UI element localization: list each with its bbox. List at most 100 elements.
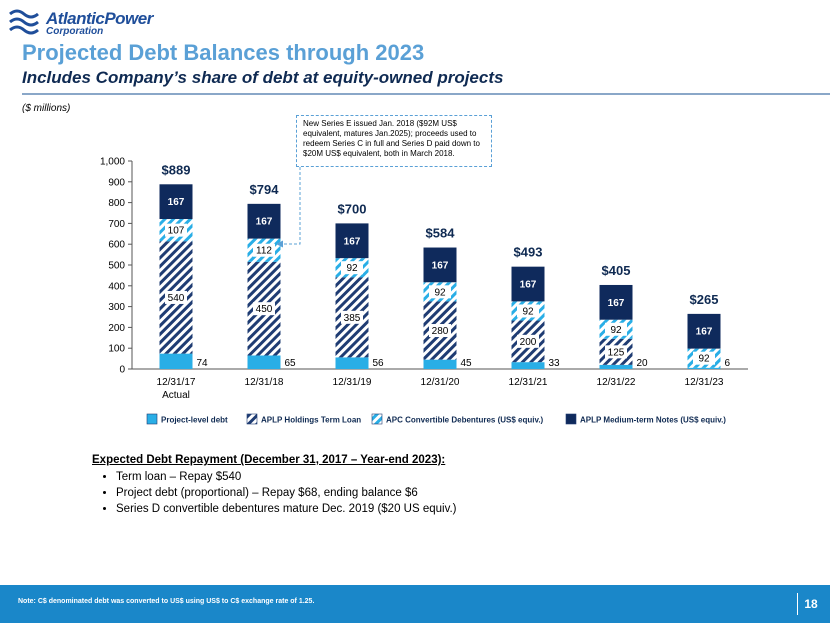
x-tick-label: 12/31/20 <box>421 377 460 388</box>
y-tick-label: 400 <box>108 281 125 292</box>
bar-label-bg <box>429 285 451 299</box>
bar-label-bg <box>517 304 539 318</box>
bar-segment <box>159 184 193 220</box>
bar-value-label: 92 <box>346 263 358 274</box>
y-tick-label: 100 <box>108 344 125 355</box>
bar-value-label: 167 <box>256 217 273 228</box>
debt-balance-chart: 0 100 200 300 400 500 600 700 800 900 1,000 74 540 1… <box>100 157 748 425</box>
y-tick-label: 800 <box>108 198 125 209</box>
bar-value-label: 112 <box>256 246 272 257</box>
bar-total-label: $584 <box>426 226 456 241</box>
y-tick-label: 300 <box>108 302 125 313</box>
legend-label: APLP Medium-term Notes (US$ equiv.) <box>580 416 726 425</box>
bar-value-label: 92 <box>522 306 534 317</box>
bar-label-bg <box>341 310 363 324</box>
page-subtitle: Includes Company’s share of debt at equi… <box>22 68 504 87</box>
bar-total-label: $700 <box>338 201 367 216</box>
bar-segment <box>511 362 545 369</box>
y-tick-label: 500 <box>108 261 125 272</box>
bar-total-label: $889 <box>162 162 191 177</box>
legend-swatch <box>246 413 258 425</box>
legend-label: Project-level debt <box>161 416 228 425</box>
y-tick-label: 200 <box>108 323 125 334</box>
bar-value-label: 65 <box>285 358 297 369</box>
series-e-callout: New Series E issued Jan. 2018 ($92M US$ … <box>296 115 492 167</box>
bar-value-label: 167 <box>608 298 625 309</box>
y-tick-label: 700 <box>108 219 125 230</box>
bar-label-bg <box>165 290 187 304</box>
bar-label-bg <box>517 334 539 348</box>
legend-label: APC Convertible Debentures (US$ equiv.) <box>386 416 544 425</box>
repayment-list: Term loan – Repay $540 Project debt (pro… <box>92 471 692 515</box>
bar-segment <box>687 367 721 369</box>
y-tick-label: 1,000 <box>100 157 125 168</box>
x-tick-label: 12/31/17 <box>157 377 196 388</box>
page-title: Projected Debt Balances through 2023 <box>22 40 425 65</box>
bar-value-label: 167 <box>696 327 713 338</box>
bar-segment <box>687 313 721 349</box>
bar-segment <box>247 355 281 369</box>
repayment-section: Expected Debt Repayment (December 31, 20… <box>92 454 692 519</box>
callout-connector <box>282 167 301 245</box>
bar-value-label: 6 <box>725 358 731 369</box>
logo-text-line2: Corporation <box>46 26 104 37</box>
x-tick-label: 12/31/18 <box>245 377 284 388</box>
bar-value-label: 92 <box>434 287 446 298</box>
bar-value-label: 167 <box>432 260 449 271</box>
bar-segment <box>247 203 281 239</box>
bar-label-bg <box>429 324 451 338</box>
logo-text-line1: AtlanticPower <box>46 9 153 28</box>
bar-segment <box>335 357 369 369</box>
legend-swatch <box>371 413 383 425</box>
bar-label-bg <box>693 351 715 365</box>
units-label: ($ millions) <box>22 103 71 114</box>
x-tick-label: 12/31/23 <box>685 377 724 388</box>
bar-value-label: 92 <box>698 354 710 365</box>
bar-total-label: $265 <box>690 292 719 307</box>
bar-label-bg <box>165 223 187 237</box>
bar-value-label: 450 <box>256 304 273 315</box>
company-logo: AtlanticPower Corporation <box>8 6 168 38</box>
bar-label-bg <box>253 243 275 257</box>
bar-label-bg <box>605 345 627 359</box>
bar-value-label: 45 <box>461 358 473 369</box>
bar-value-label: 92 <box>610 325 622 336</box>
bar-total-label: $794 <box>250 182 280 197</box>
bar-value-label: 167 <box>168 197 185 208</box>
repayment-item: Project debt (proportional) – Repay $68,… <box>116 487 692 499</box>
footer-bar: Note: C$ denominated debt was converted … <box>0 585 830 623</box>
bar-value-label: 107 <box>168 226 185 237</box>
repayment-item: Series D convertible debentures mature D… <box>116 503 692 515</box>
bar-value-label: 56 <box>373 358 385 369</box>
repayment-title: Expected Debt Repayment (December 31, 20… <box>92 454 446 466</box>
bar-segment <box>599 364 633 369</box>
x-tick-label: 12/31/22 <box>597 377 636 388</box>
legend-label: APLP Holdings Term Loan <box>261 416 361 425</box>
footer-note: Note: C$ denominated debt was converted … <box>18 598 315 605</box>
bar-segment <box>599 284 633 320</box>
x-tick-label: 12/31/21 <box>509 377 548 388</box>
bar-segment <box>423 247 457 283</box>
repayment-item: Term loan – Repay $540 <box>116 471 692 483</box>
callout-arrowhead <box>276 240 283 248</box>
bar-segment <box>511 266 545 302</box>
bar-value-label: 280 <box>432 326 449 337</box>
bar-segment <box>159 353 193 369</box>
bar-value-label: 540 <box>168 293 185 304</box>
bar-label-bg <box>341 261 363 275</box>
y-tick-label: 0 <box>119 365 125 376</box>
x-tick-sublabel: Actual <box>162 390 190 401</box>
bar-value-label: 20 <box>637 358 649 369</box>
title-divider <box>22 93 830 95</box>
legend-swatch <box>565 413 577 425</box>
bar-total-label: $493 <box>514 245 543 260</box>
legend-swatch <box>146 413 158 425</box>
logo-wave-icon <box>9 9 39 35</box>
bar-value-label: 74 <box>197 358 209 369</box>
y-tick-label: 900 <box>108 177 125 188</box>
bar-value-label: 200 <box>520 337 537 348</box>
x-tick-label: 12/31/19 <box>333 377 372 388</box>
bar-value-label: 33 <box>549 358 561 369</box>
bar-total-label: $405 <box>602 263 631 278</box>
bar-value-label: 167 <box>520 280 537 291</box>
